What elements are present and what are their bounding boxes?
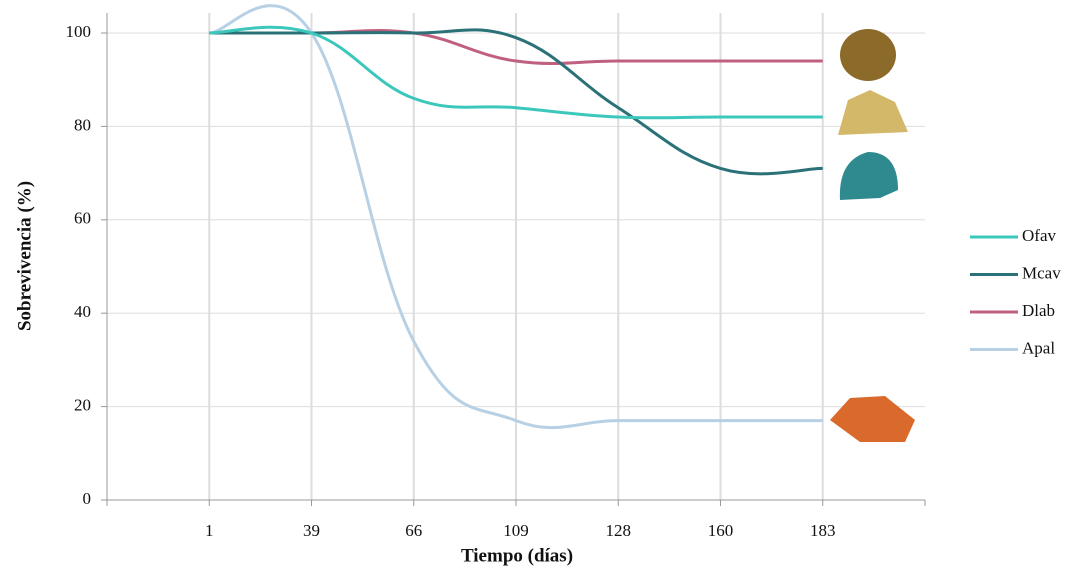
- legend-label: Apal: [1022, 338, 1055, 357]
- y-tick-label: 40: [74, 302, 91, 321]
- coral-icon: [830, 396, 915, 442]
- x-tick-label: 1: [205, 521, 214, 540]
- y-tick-label: 60: [74, 209, 91, 228]
- coral-icon: [840, 29, 896, 81]
- x-axis-title: Tiempo (días): [461, 545, 573, 566]
- x-tick-label: 160: [708, 521, 734, 540]
- x-tick-label: 128: [606, 521, 632, 540]
- legend-label: Ofav: [1022, 226, 1056, 245]
- y-axis-title: Sobrevivencia (%): [14, 181, 35, 331]
- coral-icon: [838, 90, 908, 135]
- y-tick-label: 100: [66, 22, 92, 41]
- x-tick-label: 109: [503, 521, 529, 540]
- y-tick-label: 80: [74, 115, 91, 134]
- y-tick-label: 20: [74, 396, 91, 415]
- coral-icons: [830, 29, 915, 442]
- coral-icon: [839, 152, 898, 200]
- legend-label: Mcav: [1022, 263, 1061, 282]
- x-tick-label: 39: [303, 521, 320, 540]
- y-tick-label: 0: [83, 489, 92, 508]
- x-tick-label: 183: [810, 521, 836, 540]
- legend-label: Dlab: [1022, 301, 1055, 320]
- line: [209, 25, 823, 120]
- x-tick-label: 66: [405, 521, 422, 540]
